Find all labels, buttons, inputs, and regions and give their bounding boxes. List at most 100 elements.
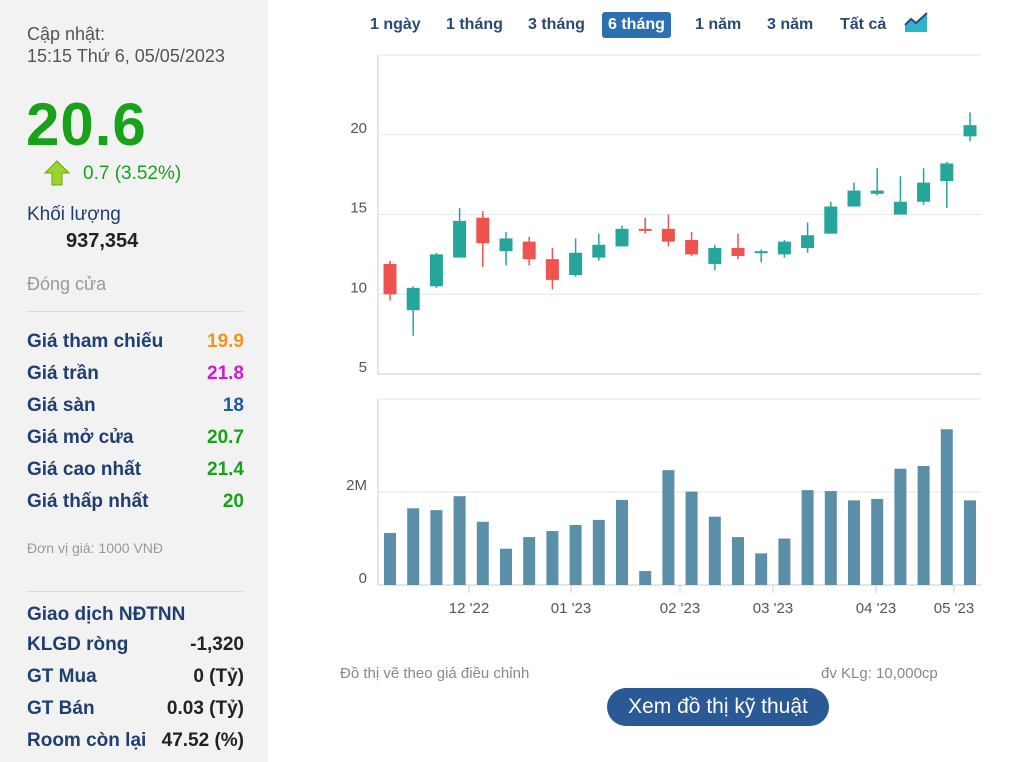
stats-row: Giá cao nhất 21.4: [27, 459, 244, 483]
volume-bar: [500, 548, 512, 585]
price-tick-label: 15: [350, 200, 367, 217]
current-price: 20.6: [26, 91, 147, 158]
close-label: Đóng cửa: [27, 274, 107, 294]
candle-body: [615, 228, 629, 247]
foreign-row: GT Bán 0.03 (Tỷ): [27, 698, 244, 722]
candle-body: [522, 241, 536, 260]
candle-body: [638, 228, 652, 231]
volume-bar: [616, 499, 628, 585]
x-tick-label: 02 '23: [660, 600, 700, 617]
candle-body: [870, 190, 884, 194]
price-tick-label: 10: [350, 279, 367, 296]
range-tab[interactable]: Tất cả: [840, 16, 887, 33]
volume-bar: [476, 521, 489, 585]
stats-label: Giá tham chiếu: [27, 331, 164, 352]
stats-value: 21.8: [207, 363, 244, 384]
range-tab[interactable]: 6 tháng: [602, 12, 671, 38]
volume-bar: [662, 470, 675, 585]
price-change: 0.7 (3.52%): [83, 163, 182, 184]
stats-value: 18: [222, 395, 244, 416]
adjusted-price-note: Đồ thị vẽ theo giá điều chỉnh: [340, 665, 530, 682]
range-tab[interactable]: 3 tháng: [528, 16, 585, 33]
foreign-value: 0.03 (Tỷ): [166, 698, 244, 719]
candle-body: [801, 235, 815, 248]
foreign-trade-title: Giao dịch NĐTNN: [27, 604, 186, 625]
stats-row: Giá thấp nhất 20: [27, 491, 244, 515]
volume-bar: [917, 465, 930, 585]
foreign-row: Room còn lại 47.52 (%): [27, 730, 244, 754]
divider: [27, 311, 244, 312]
foreign-row: GT Mua 0 (Tỷ): [27, 666, 244, 690]
foreign-label: GT Mua: [27, 666, 97, 687]
stats-row: Giá mở cửa 20.7: [27, 427, 244, 451]
x-tick-label: 01 '23: [551, 600, 591, 617]
stats-label: Giá mở cửa: [27, 427, 134, 448]
candle-body: [429, 254, 443, 287]
candle-body: [940, 163, 954, 182]
candle-body: [476, 217, 490, 244]
stats-value: 21.4: [207, 459, 244, 480]
stats-value: 19.9: [207, 331, 244, 352]
candle-body: [453, 220, 467, 258]
candle-body: [685, 240, 699, 255]
candle-body: [731, 247, 745, 256]
volume-bar: [894, 468, 907, 585]
volume-bar: [848, 500, 860, 585]
volume-bar: [639, 571, 652, 585]
candle-body: [661, 228, 675, 242]
volume-bar: [871, 498, 884, 585]
candle-body: [824, 206, 838, 234]
volume-bar: [546, 531, 559, 585]
x-tick-label: 04 '23: [856, 600, 896, 617]
range-tab[interactable]: 3 năm: [767, 16, 814, 33]
volume-bar: [732, 537, 744, 585]
foreign-label: GT Bán: [27, 698, 95, 719]
foreign-label: KLGD ròng: [27, 634, 129, 655]
volume-label: Khối lượng: [27, 204, 121, 225]
price-tick-label: 20: [350, 120, 367, 137]
stats-row: Giá tham chiếu 19.9: [27, 331, 244, 355]
volume-bar: [964, 500, 976, 585]
foreign-row: KLGD ròng -1,320: [27, 634, 244, 658]
x-tick-label: 03 '23: [753, 600, 793, 617]
stats-row: Giá sàn 18: [27, 395, 244, 419]
candle-body: [777, 241, 791, 255]
update-label: Cập nhật:: [27, 24, 106, 44]
volume-bar: [453, 496, 466, 585]
candle-body: [917, 182, 931, 202]
volume-bar: [523, 537, 536, 585]
volume-bar: [708, 516, 721, 585]
candle-body: [963, 125, 977, 137]
stats-label: Giá thấp nhất: [27, 491, 149, 512]
candle-body: [708, 247, 722, 264]
volume-bar: [801, 490, 814, 585]
stats-label: Giá sàn: [27, 395, 96, 416]
candle-body: [569, 252, 583, 276]
x-tick-label: 05 '23: [934, 600, 974, 617]
range-tab[interactable]: 1 ngày: [370, 16, 421, 33]
volume-bar: [407, 508, 420, 585]
divider: [27, 591, 244, 592]
price-chart: 5 10 15 20 0 2M 12 '22 01 '23 02 '23 03 '23 04 '23…: [346, 54, 981, 617]
candle-body: [893, 201, 907, 215]
volume-bar: [592, 519, 605, 585]
candle-body: [499, 238, 513, 252]
candle-body: [847, 190, 861, 207]
volume-bar: [778, 538, 791, 585]
technical-chart-button[interactable]: Xem đồ thị kỹ thuật: [607, 688, 829, 726]
foreign-label: Room còn lại: [27, 730, 147, 751]
range-tab[interactable]: 1 năm: [695, 16, 742, 33]
candle-body: [754, 251, 768, 254]
foreign-value: -1,320: [190, 634, 244, 655]
volume-bar: [824, 491, 837, 585]
volume-unit-note: đv KLg: 10,000cp: [821, 665, 938, 682]
stats-value: 20: [222, 491, 244, 512]
candle-body: [545, 259, 559, 280]
range-tab[interactable]: 1 tháng: [446, 16, 503, 33]
stats-value: 20.7: [207, 427, 244, 448]
stats-label: Giá trần: [27, 363, 99, 384]
area-chart-icon[interactable]: [904, 11, 928, 38]
x-tick-label: 12 '22: [449, 600, 489, 617]
volume-tick-label: 2M: [346, 477, 367, 494]
volume-bar: [384, 532, 396, 585]
